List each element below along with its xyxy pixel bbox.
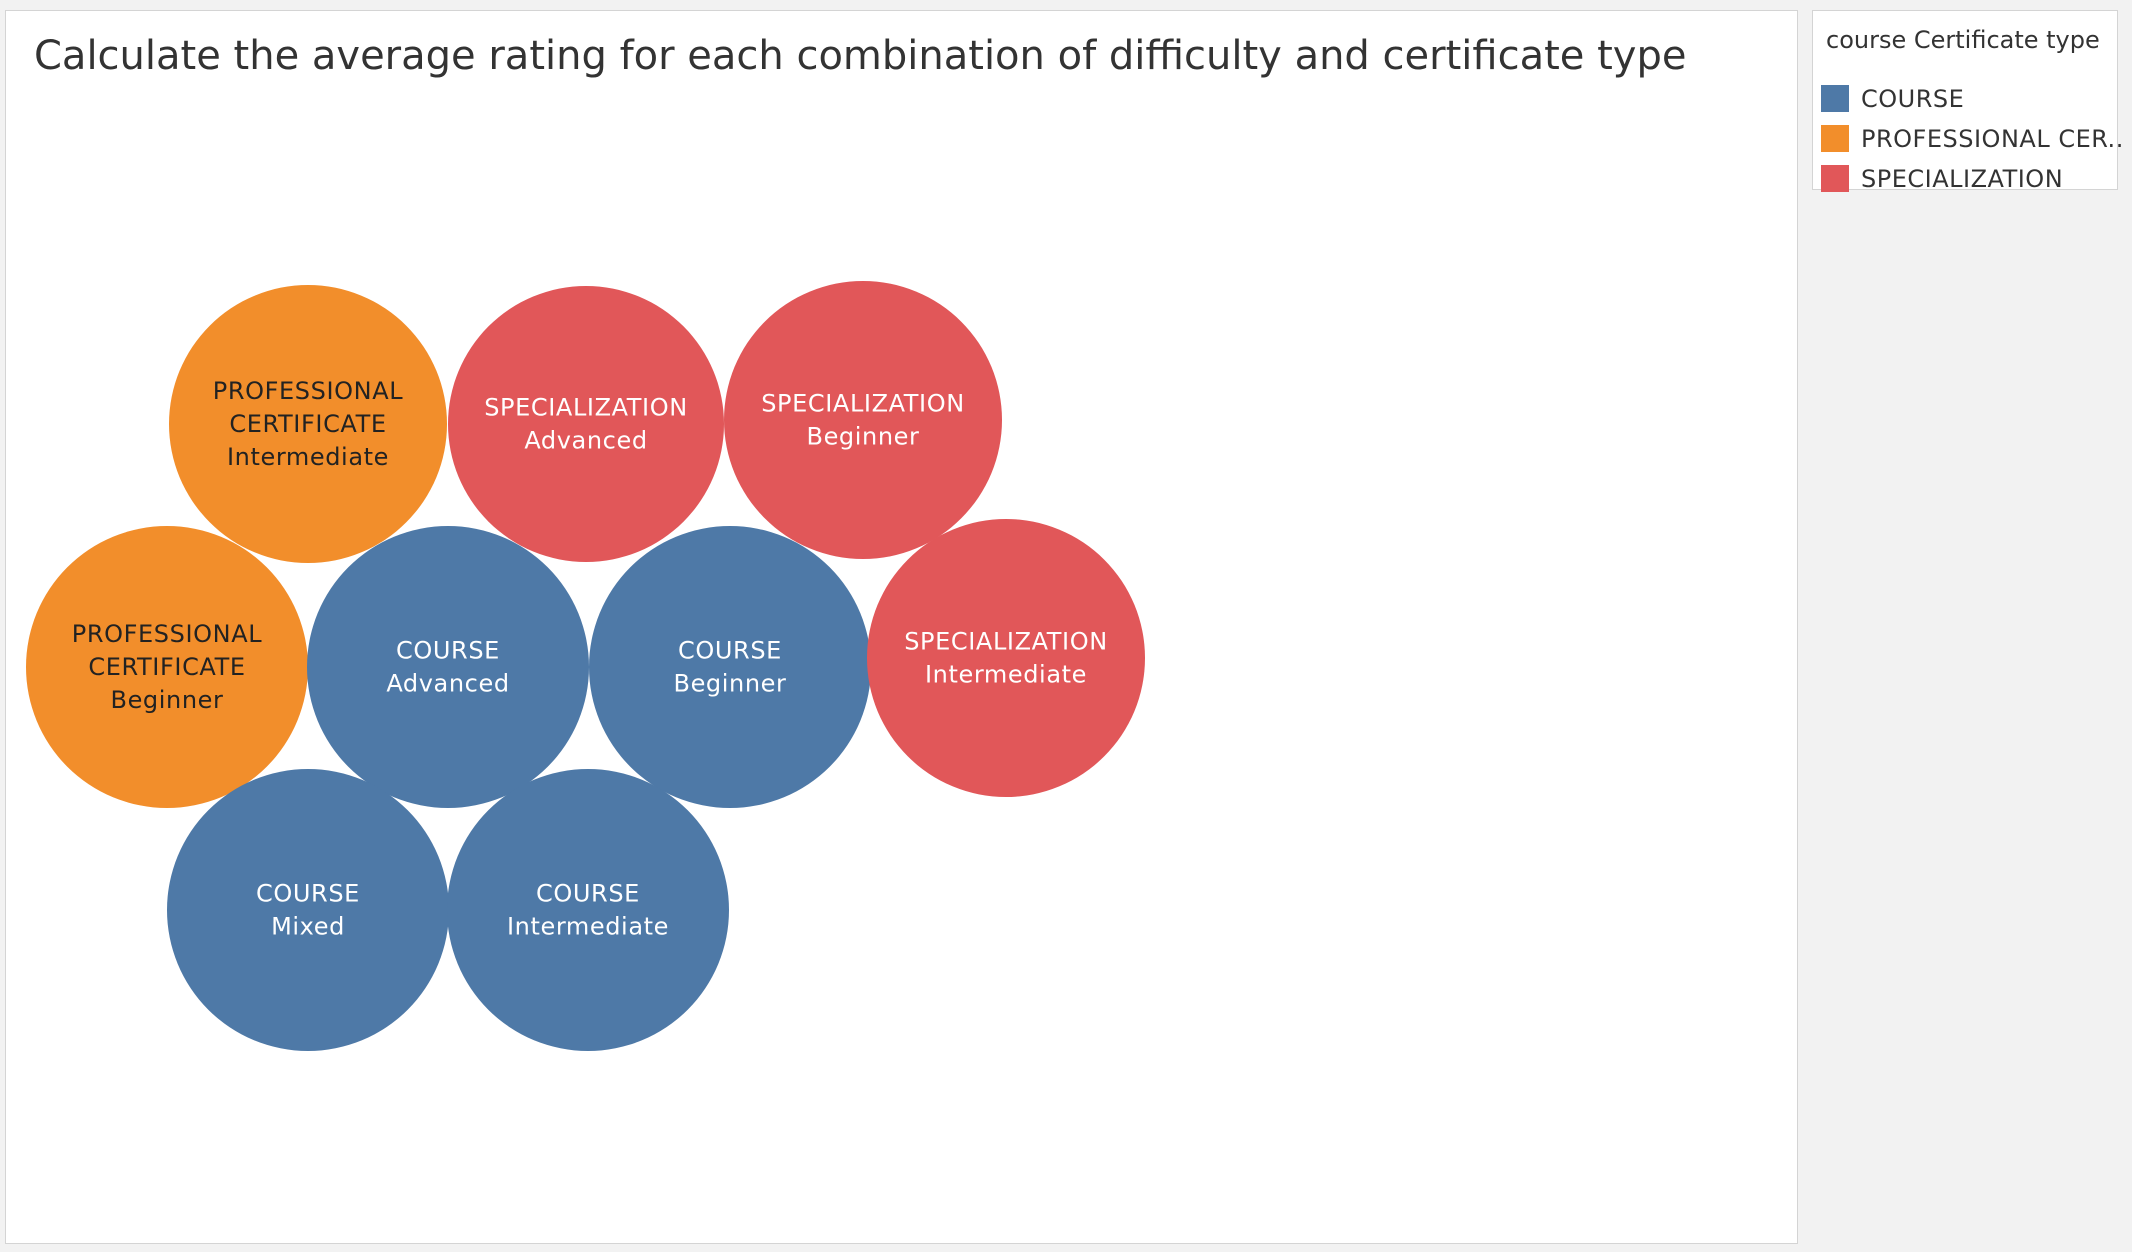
bubble-label: Advanced xyxy=(386,670,509,698)
bubble-label: Beginner xyxy=(807,423,920,451)
legend-item-course[interactable]: COURSE xyxy=(1821,83,2111,113)
bubble-label: CERTIFICATE xyxy=(229,410,386,438)
bubble-specialization-beginner[interactable]: SPECIALIZATION Beginner xyxy=(724,281,1002,559)
bubble-professional-certificate-beginner[interactable]: PROFESSIONAL CERTIFICATE Beginner xyxy=(26,526,308,808)
bubble-label: Advanced xyxy=(524,427,647,455)
bubble-label: Mixed xyxy=(271,913,345,941)
bubble-circle xyxy=(589,526,871,808)
legend-swatch-course xyxy=(1821,85,1849,112)
legend-label: SPECIALIZATION xyxy=(1861,165,2064,193)
bubble-circle xyxy=(307,526,589,808)
bubble-label: Intermediate xyxy=(507,913,669,941)
bubble-course-advanced[interactable]: COURSE Advanced xyxy=(307,526,589,808)
legend-item-professional-certificate[interactable]: PROFESSIONAL CER.. xyxy=(1821,123,2123,153)
bubble-course-beginner[interactable]: COURSE Beginner xyxy=(589,526,871,808)
bubble-label: PROFESSIONAL xyxy=(72,620,262,648)
bubble-label: Intermediate xyxy=(227,443,389,471)
legend-item-specialization[interactable]: SPECIALIZATION xyxy=(1821,163,2111,193)
bubble-circle xyxy=(26,526,308,808)
legend-title: course Certificate type xyxy=(1826,26,2100,54)
bubble-label: CERTIFICATE xyxy=(88,653,245,681)
legend: course Certificate type COURSE PROFESSIO… xyxy=(1812,10,2123,193)
bubble-label: COURSE xyxy=(536,880,640,908)
chart-title: Calculate the average rating for each co… xyxy=(34,33,1687,79)
bubble-label: SPECIALIZATION xyxy=(904,628,1108,656)
bubble-course-intermediate[interactable]: COURSE Intermediate xyxy=(447,769,729,1051)
bubble-label: SPECIALIZATION xyxy=(761,390,965,418)
bubble-label: Beginner xyxy=(674,670,787,698)
bubble-label: Beginner xyxy=(111,686,224,714)
bubble-chart: PROFESSIONALCERTIFICATEIntermediateSPECI… xyxy=(26,281,1145,1051)
legend-swatch-specialization xyxy=(1821,165,1849,192)
bubble-circle xyxy=(447,769,729,1051)
legend-label: PROFESSIONAL CER.. xyxy=(1861,125,2124,153)
bubble-circle xyxy=(448,286,724,562)
legend-label: COURSE xyxy=(1861,85,1965,113)
bubble-circle xyxy=(724,281,1002,559)
legend-swatch-professional-certificate xyxy=(1821,125,1849,152)
bubble-label: Intermediate xyxy=(925,661,1087,689)
bubble-course-mixed[interactable]: COURSE Mixed xyxy=(167,769,449,1051)
bubble-circle xyxy=(867,519,1145,797)
bubble-label: COURSE xyxy=(256,880,360,908)
bubble-label: COURSE xyxy=(396,637,500,665)
bubble-specialization-intermediate[interactable]: SPECIALIZATION Intermediate xyxy=(867,519,1145,797)
bubble-circle xyxy=(169,285,447,563)
bubble-specialization-advanced[interactable]: SPECIALIZATION Advanced xyxy=(448,286,724,562)
bubble-label: PROFESSIONAL xyxy=(213,377,403,405)
bubble-label: SPECIALIZATION xyxy=(484,394,688,422)
viz-panel: Calculate the average rating for each co… xyxy=(5,10,1798,1244)
bubble-circle xyxy=(167,769,449,1051)
bubble-label: COURSE xyxy=(678,637,782,665)
bubble-professional-certificate-intermediate[interactable]: PROFESSIONAL CERTIFICATE Intermediate xyxy=(169,285,447,563)
